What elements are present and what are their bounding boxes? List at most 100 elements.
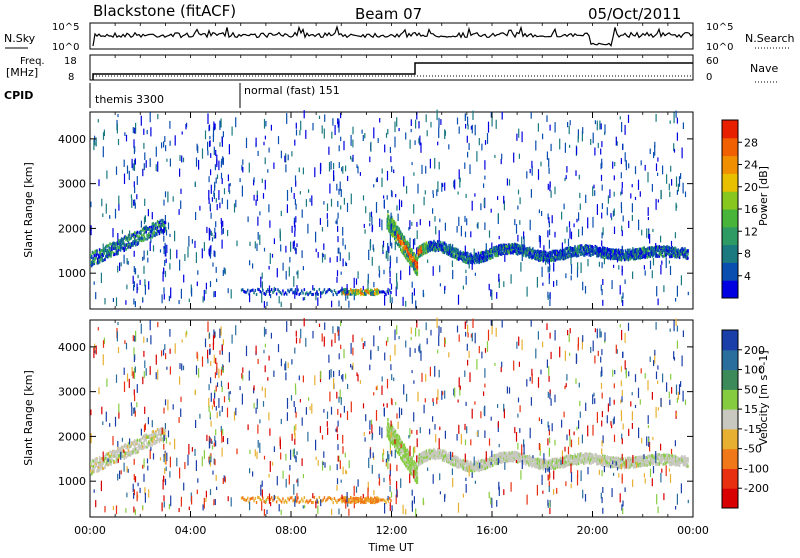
velocity-cell — [160, 428, 162, 431]
power-cell — [152, 222, 154, 225]
power-cell — [370, 289, 372, 292]
power-cell — [341, 272, 342, 275]
power-cell — [100, 258, 102, 261]
velocity-cell — [134, 439, 136, 442]
power-cell — [230, 183, 231, 186]
power-cell — [117, 233, 118, 239]
power-cell — [331, 301, 332, 308]
power-cell — [577, 262, 578, 270]
velocity-cell — [109, 455, 111, 458]
power-cell — [390, 255, 391, 261]
power-cell — [498, 213, 499, 219]
velocity-cell — [417, 480, 419, 483]
power-cell — [680, 173, 681, 179]
power-cell — [365, 289, 367, 292]
power-cell — [269, 286, 270, 296]
power-cell — [549, 240, 550, 249]
power-cell — [218, 190, 219, 200]
power-cell — [374, 292, 376, 295]
power-cell — [142, 169, 143, 176]
power-cell — [148, 209, 149, 216]
velocity-cell — [444, 459, 446, 462]
power-cell — [345, 245, 346, 250]
power-cell — [685, 192, 686, 198]
power-cell — [625, 125, 626, 135]
power-cell — [531, 254, 533, 257]
power-cell — [418, 138, 419, 144]
power-cell — [382, 168, 383, 173]
power-cell — [165, 245, 166, 251]
velocity-cell — [156, 441, 158, 444]
velocity-cell — [100, 466, 102, 469]
power-cell — [467, 117, 468, 126]
power-cell — [602, 203, 603, 209]
power-cell — [188, 236, 189, 247]
power-cell — [554, 187, 555, 195]
power-cell — [370, 142, 371, 152]
power-cell — [112, 228, 113, 237]
power-cell — [391, 190, 392, 196]
power-cell — [644, 265, 645, 269]
power-cell — [634, 249, 636, 252]
power-cell — [152, 225, 154, 228]
power-cell — [475, 273, 476, 276]
power-cell — [257, 195, 258, 201]
power-cell — [290, 288, 292, 291]
power-cell — [399, 128, 400, 131]
power-cell — [444, 286, 445, 290]
power-cell — [448, 144, 449, 149]
power-cell — [635, 166, 636, 174]
power-cell — [293, 276, 294, 287]
power-cell — [242, 186, 243, 197]
velocity-cell — [110, 463, 112, 466]
power-cell — [411, 222, 412, 226]
velocity-cell — [458, 466, 460, 469]
power-cell — [418, 121, 419, 128]
power-cell — [364, 133, 365, 138]
power-cell — [578, 229, 579, 237]
power-cell — [305, 292, 307, 295]
velocity-cell — [395, 430, 397, 433]
power-cell — [255, 289, 257, 292]
power-cell — [165, 271, 166, 277]
power-cell — [650, 149, 651, 154]
power-cell — [524, 236, 525, 246]
power-cell — [165, 251, 166, 257]
power-cell — [612, 253, 613, 257]
power-cell — [614, 175, 615, 180]
power-cell — [261, 294, 262, 303]
power-cell — [539, 252, 541, 255]
power-cell — [264, 248, 265, 252]
velocity-cell — [111, 456, 113, 459]
power-cell — [166, 159, 167, 162]
power-cell — [216, 198, 217, 203]
power-cell — [118, 196, 119, 205]
power-cell — [381, 178, 382, 187]
power-cell — [622, 300, 623, 306]
power-cell — [376, 288, 378, 291]
power-cell — [371, 212, 372, 218]
power-cell — [426, 114, 427, 122]
power-cell — [675, 232, 676, 238]
power-cell — [372, 257, 373, 266]
power-cell — [582, 282, 583, 291]
power-cell — [578, 254, 580, 257]
power-cell — [373, 184, 374, 187]
power-cell — [213, 191, 214, 197]
power-cell — [210, 153, 211, 158]
power-cell — [475, 125, 476, 136]
power-cell — [341, 167, 342, 171]
power-cell — [296, 123, 297, 129]
power-cell — [135, 268, 136, 274]
power-cell — [336, 184, 337, 191]
power-cell — [356, 292, 358, 295]
power-cell — [652, 184, 653, 192]
power-cell — [216, 178, 217, 184]
power-cell — [567, 122, 568, 127]
power-cell — [474, 260, 476, 263]
power-cell — [356, 279, 357, 285]
power-cell — [310, 291, 312, 294]
power-cell — [337, 201, 338, 207]
power-cell — [386, 254, 387, 258]
power-cell — [621, 256, 622, 262]
